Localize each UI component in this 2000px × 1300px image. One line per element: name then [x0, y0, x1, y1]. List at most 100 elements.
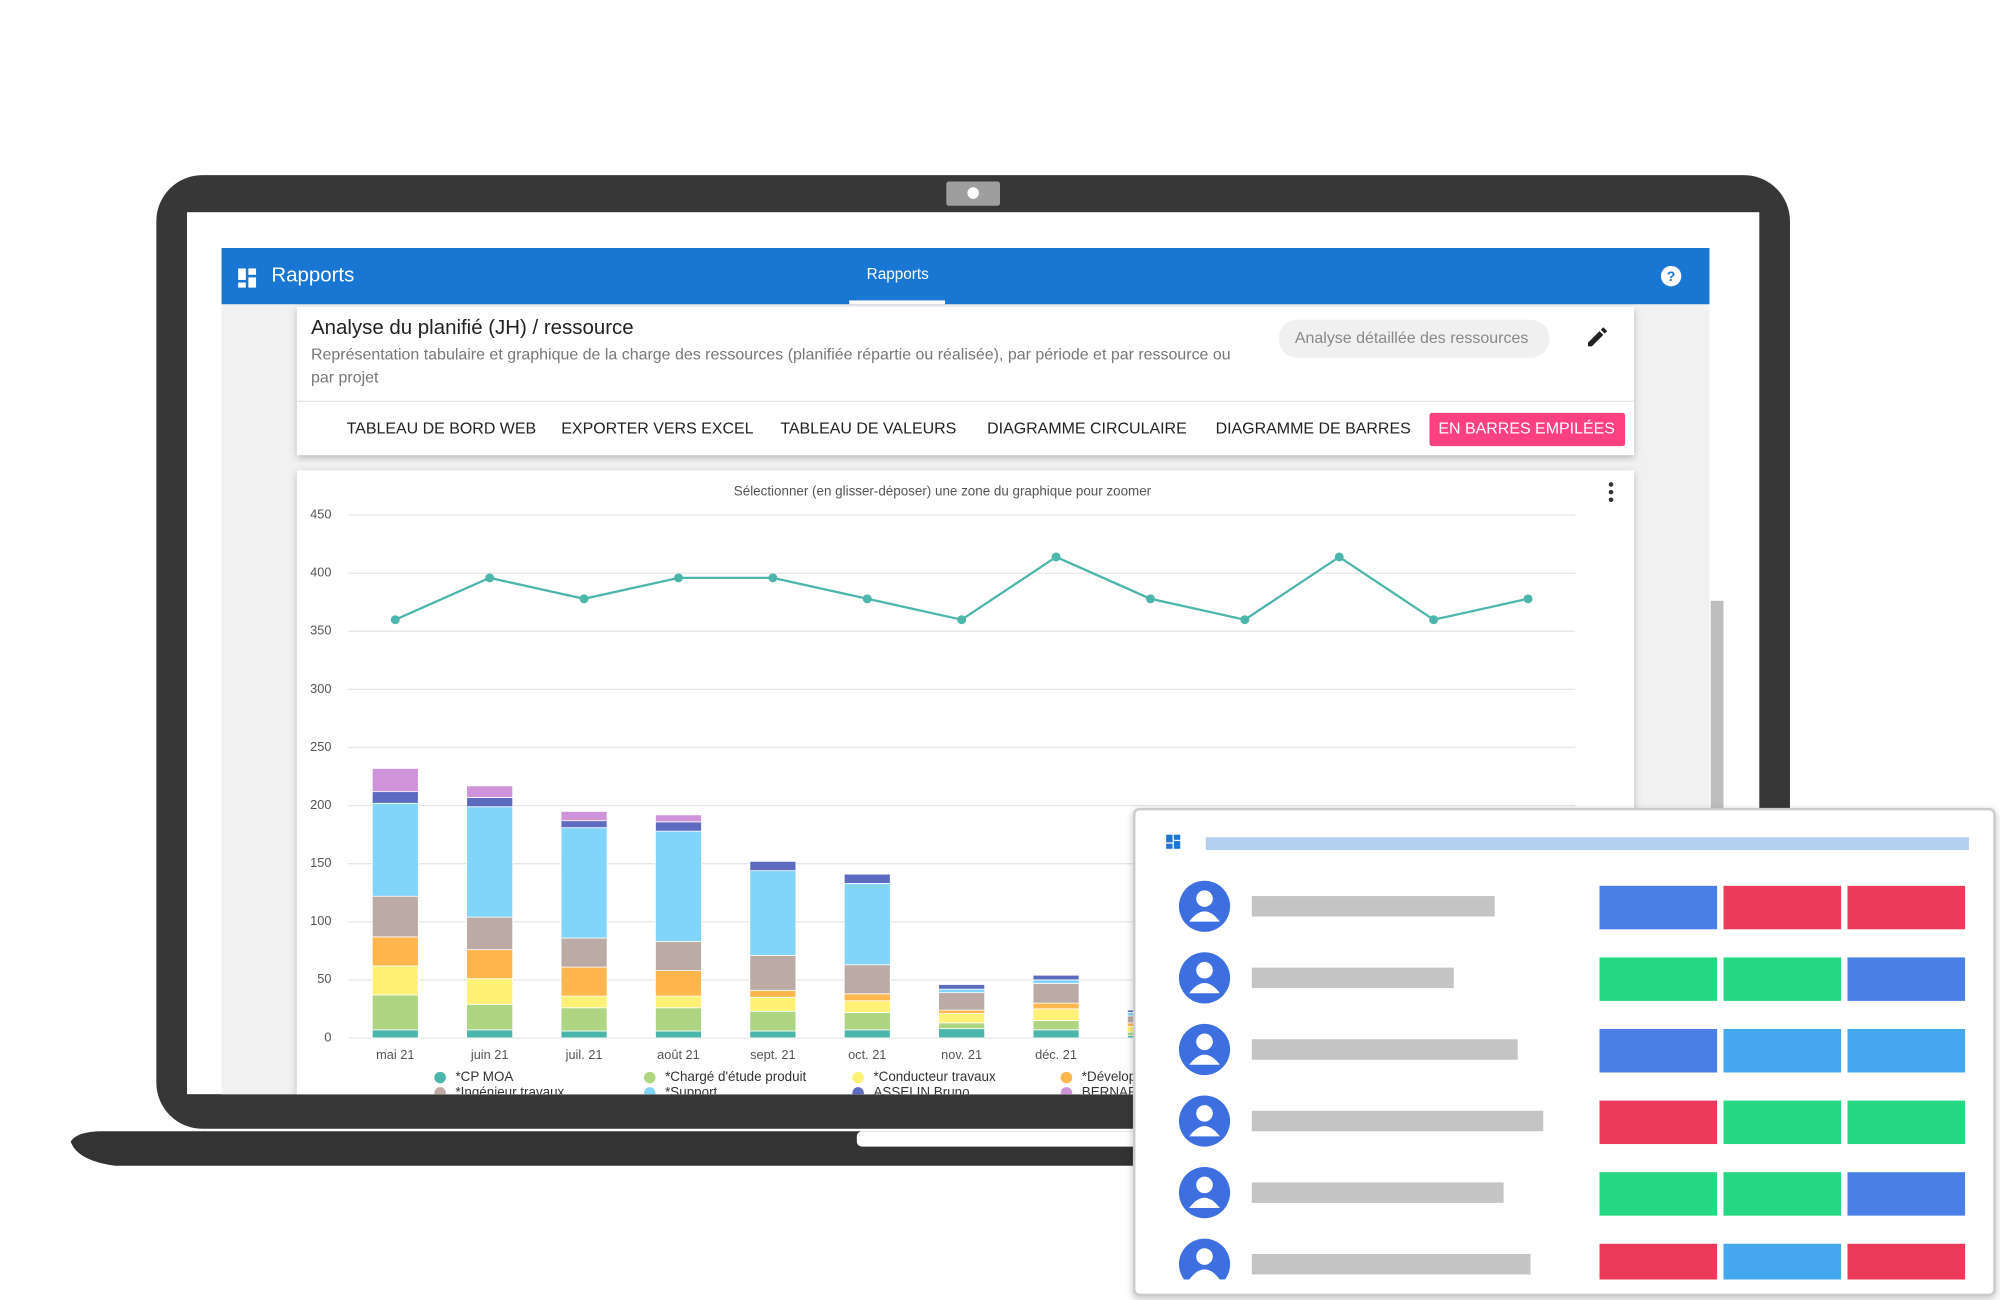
laptop-notch: [856, 1131, 1158, 1147]
status-block: [1599, 1100, 1718, 1145]
bar-segment: [749, 860, 797, 872]
avatar-head: [1196, 1033, 1213, 1051]
bar-segment: [371, 791, 419, 804]
bar-segment: [466, 1003, 514, 1031]
placeholder-bar: [1251, 1182, 1504, 1203]
tab[interactable]: EXPORTER VERS EXCEL: [561, 421, 753, 438]
placeholder-bar: [1251, 896, 1495, 917]
status-block: [1723, 1029, 1842, 1073]
status-block: [1847, 1172, 1966, 1216]
tab-bar: TABLEAU DE BORD WEB EXPORTER VERS EXCEL TA…: [347, 412, 1626, 447]
help-button[interactable]: [1660, 265, 1682, 287]
status-block: [1847, 1029, 1966, 1073]
line-point: [485, 573, 495, 583]
edit-button[interactable]: [1588, 327, 1608, 347]
line-point: [673, 573, 683, 583]
bar-segment: [749, 989, 797, 998]
line-point: [390, 615, 400, 625]
x-tick-label: juil. 21: [565, 1047, 603, 1062]
bar-segment: [655, 1007, 702, 1032]
y-tick-label: 350: [310, 623, 331, 638]
bar-segment: [371, 936, 419, 967]
legend-label: ASSELIN Bruno: [873, 1084, 969, 1099]
report-title: Analyse du planifié (JH) / ressource: [311, 316, 634, 339]
x-tick-label: sept. 21: [750, 1047, 795, 1062]
report-description: Représentation tabulaire et graphique de…: [311, 347, 1231, 364]
placeholder-bar: [1251, 1110, 1544, 1132]
bar-segment: [655, 821, 702, 832]
y-tick-label: 300: [310, 681, 331, 696]
bar-segment: [1032, 1008, 1080, 1021]
chip[interactable]: [1278, 319, 1550, 358]
status-block: [1847, 1100, 1966, 1145]
tab[interactable]: TABLEAU DE VALEURS: [780, 421, 956, 438]
bar-segment: [466, 949, 514, 980]
status-block: [1723, 1100, 1842, 1145]
line-point: [1051, 552, 1061, 562]
bar-segment: [371, 768, 419, 793]
bar-segment: [1032, 1020, 1080, 1031]
legend-label: BERNAR: [1082, 1084, 1138, 1099]
bar-segment: [371, 802, 419, 897]
bar-segment: [655, 970, 702, 997]
avatar-body: [1189, 1054, 1220, 1065]
avatar-head: [1196, 961, 1213, 979]
status-block: [1599, 1243, 1718, 1280]
y-tick-label: 0: [324, 1029, 331, 1044]
chart-menu[interactable]: [1608, 482, 1614, 503]
bar-segment: [1032, 979, 1080, 984]
avatar-body: [1189, 911, 1220, 922]
bar-segment: [1032, 974, 1080, 981]
line-point: [768, 573, 778, 583]
bar-segment: [749, 1030, 797, 1039]
status-block: [1599, 885, 1718, 930]
bar-segment: [843, 883, 891, 966]
y-tick-label: 250: [310, 739, 331, 754]
legend-label: *CP MOA: [455, 1069, 513, 1084]
y-tick-label: 150: [310, 855, 331, 870]
x-tick-label: mai 21: [376, 1047, 414, 1062]
bar-segment: [466, 916, 514, 951]
app-title: Rapports: [271, 264, 354, 287]
tab[interactable]: DIAGRAMME DE BARRES: [1216, 421, 1411, 438]
avatar-head: [1196, 1248, 1213, 1265]
tab-active-bg: [1429, 412, 1626, 447]
bar-segment: [466, 1029, 514, 1039]
bar-segment: [560, 966, 608, 997]
tab[interactable]: TABLEAU DE BORD WEB: [347, 421, 537, 438]
tab[interactable]: EN BARRES EMPILÉES: [1438, 419, 1615, 438]
app-header: [221, 247, 1710, 305]
chip-label: Analyse détaillée des ressources: [1295, 330, 1528, 347]
placeholder-bar: [1251, 1253, 1531, 1275]
line-point: [1145, 594, 1155, 604]
legend-label: *Dévelop: [1082, 1069, 1136, 1084]
legend-dot: [434, 1087, 446, 1095]
line-point: [579, 594, 589, 604]
line-point: [862, 594, 872, 604]
tab[interactable]: DIAGRAMME CIRCULAIRE: [987, 421, 1187, 438]
bar-segment: [1032, 1002, 1080, 1010]
legend-label: *Support: [665, 1084, 717, 1099]
legend-dot: [852, 1071, 864, 1084]
bar-segment: [749, 996, 797, 1012]
status-block: [1847, 1243, 1966, 1280]
line-point: [1240, 615, 1250, 625]
chart-hint: Sélectionner (en glisser-déposer) une zo…: [734, 484, 1152, 499]
report-description: par projet: [311, 370, 379, 387]
placeholder-bar: [1251, 1039, 1518, 1060]
y-tick-label: 400: [310, 565, 331, 580]
status-block: [1723, 1172, 1842, 1216]
chart: 0 50 100 150 200 250 300 350 400 450 mai 21 juin 21…: [310, 507, 1576, 1099]
bar-segment: [466, 785, 514, 798]
y-tick-label: 200: [310, 797, 331, 812]
bar-segment: [371, 965, 419, 996]
bar-segment: [843, 873, 891, 884]
app: Rapports Rapports ? Analyse du planifié …: [221, 247, 1724, 1099]
bar-segment: [938, 1022, 986, 1030]
app-icon: [238, 268, 257, 288]
legend-dot: [1060, 1087, 1073, 1095]
nav-tab[interactable]: Rapports: [867, 266, 930, 283]
status-block: [1723, 1243, 1842, 1280]
